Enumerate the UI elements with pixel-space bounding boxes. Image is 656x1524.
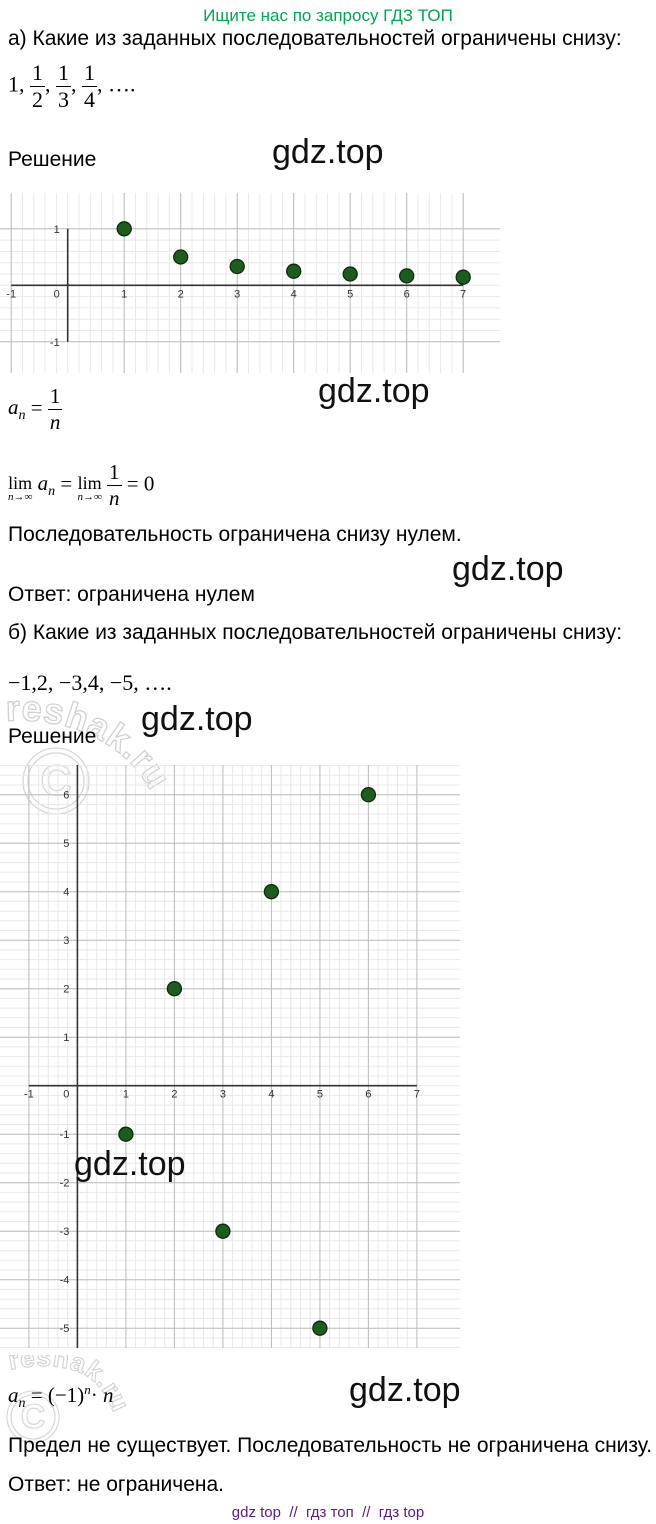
svg-text:6: 6: [404, 288, 410, 300]
svg-text:4: 4: [291, 288, 297, 300]
svg-text:-3: -3: [60, 1226, 70, 1238]
svg-text:3: 3: [63, 935, 69, 947]
svg-text:0: 0: [63, 1089, 69, 1101]
svg-text:1: 1: [121, 288, 127, 300]
svg-text:2: 2: [63, 984, 69, 996]
svg-text:3: 3: [220, 1089, 226, 1101]
svg-text:1: 1: [63, 1032, 69, 1044]
svg-text:6: 6: [63, 790, 69, 802]
svg-text:5: 5: [63, 838, 69, 850]
svg-text:-1: -1: [60, 1129, 70, 1141]
svg-text:4: 4: [63, 887, 69, 899]
svg-text:7: 7: [414, 1089, 420, 1101]
svg-text:6: 6: [365, 1089, 371, 1101]
svg-text:-1: -1: [6, 288, 16, 300]
svg-text:2: 2: [171, 1089, 177, 1101]
svg-text:7: 7: [460, 288, 466, 300]
svg-text:-4: -4: [60, 1275, 70, 1287]
svg-text:2: 2: [178, 288, 184, 300]
svg-text:0: 0: [54, 288, 60, 300]
svg-text:3: 3: [234, 288, 240, 300]
svg-text:-5: -5: [60, 1323, 70, 1335]
svg-text:5: 5: [317, 1089, 323, 1101]
svg-text:-1: -1: [24, 1089, 34, 1101]
svg-text:1: 1: [54, 224, 60, 236]
svg-text:4: 4: [268, 1089, 274, 1101]
svg-text:-1: -1: [50, 337, 60, 349]
svg-text:1: 1: [123, 1089, 129, 1101]
svg-text:-2: -2: [60, 1178, 70, 1190]
svg-text:5: 5: [347, 288, 353, 300]
